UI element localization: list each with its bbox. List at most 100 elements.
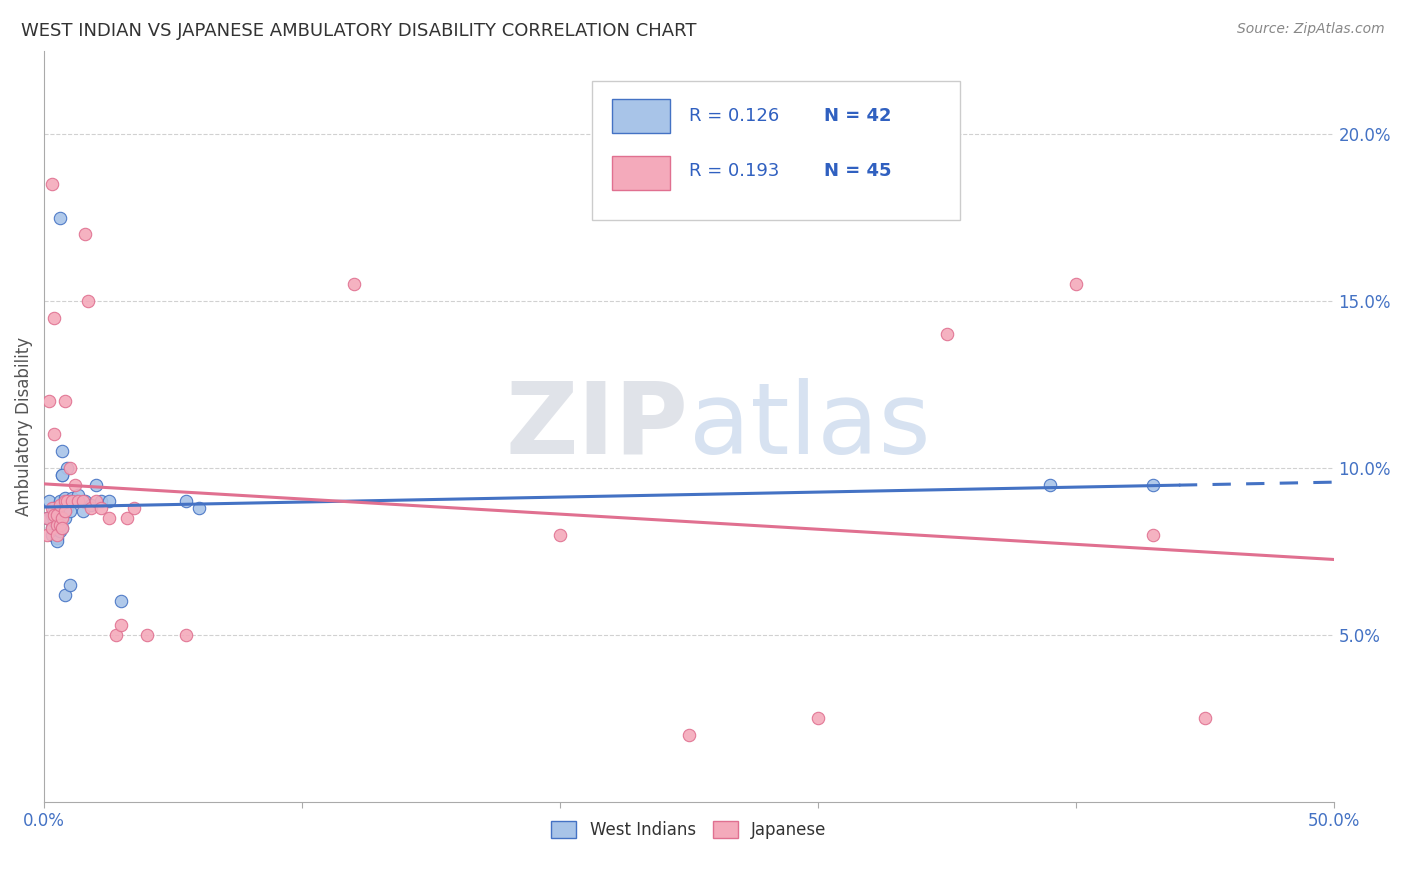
Point bbox=[51, 444, 73, 458]
Legend: West Indians, Japanese: West Indians, Japanese bbox=[544, 814, 832, 846]
Point bbox=[935, 327, 957, 342]
Point bbox=[1039, 477, 1062, 491]
Point bbox=[46, 508, 69, 522]
Text: atlas: atlas bbox=[689, 377, 931, 475]
Point bbox=[56, 460, 79, 475]
Point bbox=[53, 494, 76, 508]
Point bbox=[48, 517, 70, 532]
Point bbox=[62, 494, 84, 508]
Point bbox=[51, 467, 73, 482]
Text: R = 0.126: R = 0.126 bbox=[689, 107, 779, 125]
Point bbox=[110, 617, 132, 632]
Point bbox=[41, 521, 63, 535]
Point bbox=[63, 477, 86, 491]
Point bbox=[59, 577, 82, 591]
Text: Source: ZipAtlas.com: Source: ZipAtlas.com bbox=[1237, 22, 1385, 37]
Point bbox=[46, 517, 69, 532]
Point bbox=[59, 460, 82, 475]
Point bbox=[342, 277, 364, 292]
Point bbox=[66, 487, 89, 501]
Point bbox=[51, 521, 73, 535]
Point bbox=[51, 467, 73, 482]
Point bbox=[1064, 277, 1087, 292]
Point bbox=[38, 394, 60, 409]
Point bbox=[105, 628, 128, 642]
Point bbox=[41, 521, 63, 535]
Point bbox=[48, 498, 70, 512]
Point bbox=[97, 511, 120, 525]
Point bbox=[38, 511, 60, 525]
Point bbox=[41, 508, 63, 522]
Point bbox=[548, 527, 571, 541]
FancyBboxPatch shape bbox=[592, 80, 960, 219]
Point bbox=[75, 227, 97, 242]
Text: WEST INDIAN VS JAPANESE AMBULATORY DISABILITY CORRELATION CHART: WEST INDIAN VS JAPANESE AMBULATORY DISAB… bbox=[21, 22, 696, 40]
Point bbox=[53, 588, 76, 602]
Point bbox=[1194, 711, 1216, 725]
Point bbox=[110, 594, 132, 608]
Point bbox=[46, 517, 69, 532]
Text: ZIP: ZIP bbox=[506, 377, 689, 475]
Point bbox=[56, 500, 79, 515]
Point bbox=[678, 728, 700, 742]
Point bbox=[46, 534, 69, 549]
Point bbox=[53, 394, 76, 409]
Point bbox=[41, 177, 63, 191]
Text: R = 0.193: R = 0.193 bbox=[689, 161, 779, 180]
Point bbox=[46, 527, 69, 541]
Point bbox=[75, 494, 97, 508]
Point bbox=[46, 531, 69, 545]
Point bbox=[72, 504, 94, 518]
Point bbox=[41, 527, 63, 541]
Point bbox=[62, 491, 84, 505]
Point bbox=[35, 511, 58, 525]
Point bbox=[136, 628, 159, 642]
Point bbox=[77, 293, 100, 308]
Point bbox=[41, 500, 63, 515]
Point bbox=[35, 527, 58, 541]
Point bbox=[44, 514, 66, 528]
Text: N = 45: N = 45 bbox=[824, 161, 891, 180]
Point bbox=[174, 494, 197, 508]
Point bbox=[46, 504, 69, 518]
Point bbox=[44, 508, 66, 522]
Point bbox=[84, 494, 107, 508]
Point bbox=[44, 500, 66, 515]
FancyBboxPatch shape bbox=[612, 156, 669, 190]
Point bbox=[1142, 527, 1164, 541]
Y-axis label: Ambulatory Disability: Ambulatory Disability bbox=[15, 336, 32, 516]
Text: N = 42: N = 42 bbox=[824, 107, 891, 125]
Point bbox=[115, 511, 138, 525]
Point bbox=[35, 511, 58, 525]
Point bbox=[97, 494, 120, 508]
Point bbox=[1142, 477, 1164, 491]
Point bbox=[38, 494, 60, 508]
Point bbox=[187, 500, 209, 515]
Point bbox=[53, 491, 76, 505]
FancyBboxPatch shape bbox=[612, 100, 669, 133]
Point bbox=[53, 511, 76, 525]
Point bbox=[48, 517, 70, 532]
Point bbox=[44, 427, 66, 442]
Point bbox=[48, 504, 70, 518]
Point bbox=[63, 494, 86, 508]
Point bbox=[66, 494, 89, 508]
Point bbox=[90, 500, 112, 515]
Point bbox=[48, 494, 70, 508]
Point bbox=[44, 310, 66, 325]
Point bbox=[48, 211, 70, 225]
Point bbox=[72, 494, 94, 508]
Point bbox=[51, 511, 73, 525]
Point bbox=[124, 500, 146, 515]
Point bbox=[51, 521, 73, 535]
Point bbox=[56, 494, 79, 508]
Point bbox=[807, 711, 830, 725]
Point bbox=[79, 500, 101, 515]
Point bbox=[90, 494, 112, 508]
Point bbox=[59, 504, 82, 518]
Point bbox=[84, 477, 107, 491]
Point bbox=[174, 628, 197, 642]
Point bbox=[79, 498, 101, 512]
Point bbox=[48, 524, 70, 539]
Point bbox=[53, 504, 76, 518]
